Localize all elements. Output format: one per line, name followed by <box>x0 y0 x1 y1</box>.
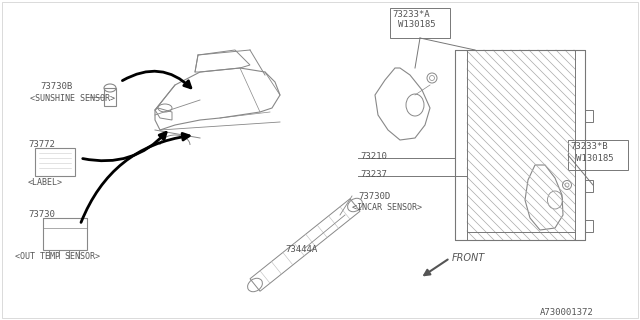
Text: 73772: 73772 <box>28 140 55 149</box>
Bar <box>43 218 87 250</box>
Text: <SUNSHINE SENSOR>: <SUNSHINE SENSOR> <box>30 94 115 103</box>
Bar <box>43 218 87 228</box>
Text: 73730D: 73730D <box>358 192 390 201</box>
Text: 73233*A: 73233*A <box>392 10 429 19</box>
Text: 73237: 73237 <box>360 170 387 179</box>
Bar <box>575 50 585 240</box>
Text: <LABEL>: <LABEL> <box>28 178 63 187</box>
Text: 73233*B: 73233*B <box>570 142 607 151</box>
Text: 73210: 73210 <box>360 152 387 161</box>
Text: <OUT TEMP SENSOR>: <OUT TEMP SENSOR> <box>15 252 100 261</box>
Text: 73730B: 73730B <box>40 82 72 91</box>
Bar <box>585 220 593 232</box>
Bar <box>455 50 467 240</box>
Bar <box>390 8 450 38</box>
Text: W130185: W130185 <box>398 20 436 29</box>
Text: 73444A: 73444A <box>285 245 317 254</box>
Text: A730001372: A730001372 <box>540 308 594 317</box>
Bar <box>585 180 593 192</box>
Text: W130185: W130185 <box>576 154 614 163</box>
Text: 73730: 73730 <box>28 210 55 219</box>
Bar <box>467 50 575 240</box>
Bar <box>455 50 585 240</box>
Bar <box>35 148 75 176</box>
Bar <box>585 110 593 122</box>
Text: FRONT: FRONT <box>452 253 485 263</box>
Bar <box>104 88 116 106</box>
Bar <box>568 140 628 170</box>
Text: <INCAR SENSOR>: <INCAR SENSOR> <box>352 203 422 212</box>
